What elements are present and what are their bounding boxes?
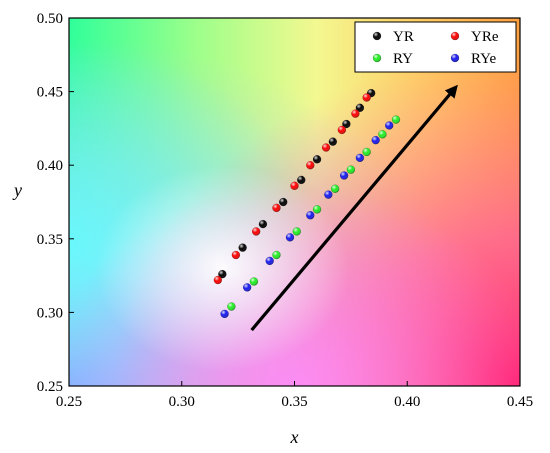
data-point (362, 147, 371, 157)
data-point (242, 283, 252, 292)
data-point (251, 227, 261, 236)
data-point (337, 125, 347, 135)
y-tick-label: 0.45 (37, 85, 63, 101)
data-point (342, 119, 351, 129)
data-point (258, 219, 268, 229)
data-point (290, 181, 299, 191)
data-point (220, 309, 229, 319)
data-point (384, 121, 394, 130)
data-point (355, 103, 365, 113)
data-point (292, 227, 302, 236)
y-tick-label: 0.30 (37, 305, 63, 321)
x-tick-label: 0.45 (507, 394, 533, 410)
data-point (346, 165, 356, 174)
x-tick-label: 0.30 (169, 394, 195, 410)
data-point (218, 269, 227, 279)
data-point (355, 153, 365, 163)
legend-label: YRe (471, 29, 499, 45)
data-point (321, 143, 331, 152)
data-point (213, 275, 223, 285)
data-point (362, 93, 371, 102)
data-point (324, 190, 333, 199)
data-point (306, 160, 315, 170)
data-point (265, 256, 274, 266)
data-point (249, 277, 259, 286)
data-point (312, 155, 322, 164)
legend: YR YRe RY RYe (354, 21, 517, 73)
trend-arrow (250, 84, 458, 332)
data-point (330, 184, 340, 194)
legend-item: RY (372, 51, 413, 67)
legend-item: YRe (450, 29, 499, 45)
legend-label: RYe (471, 51, 497, 67)
data-point (312, 205, 322, 214)
data-point (391, 115, 401, 124)
data-point (272, 203, 281, 213)
data-point (297, 175, 306, 185)
data-point (378, 130, 387, 139)
data-point (238, 243, 247, 252)
data-point (285, 233, 295, 242)
y-tick-label: 0.35 (37, 232, 63, 248)
x-tick-label: 0.40 (394, 394, 420, 410)
legend-item: YR (372, 29, 414, 45)
legend-box (354, 21, 517, 73)
legend-label: YR (393, 29, 414, 45)
y-tick-label: 0.50 (37, 11, 63, 27)
data-point (272, 250, 281, 260)
x-axis-title: x (290, 427, 299, 447)
y-axis-title: y (12, 180, 22, 200)
x-tick-label: 0.25 (56, 394, 82, 410)
data-points (213, 88, 401, 319)
data-point (278, 197, 288, 207)
legend-item: RYe (450, 51, 497, 67)
data-point (306, 210, 315, 220)
data-point (339, 171, 349, 180)
data-point (231, 250, 241, 260)
background-gradient-white (69, 18, 520, 386)
data-point (328, 137, 338, 146)
y-tick-label: 0.40 (37, 158, 63, 174)
data-point (351, 109, 360, 118)
legend-label: RY (393, 51, 413, 67)
axis-ticks: 0.25 0.30 0.35 0.40 0.45 0.25 0.30 0.35 0.40 0.45… (37, 11, 533, 410)
y-tick-label: 0.25 (37, 379, 63, 395)
chromaticity-background (69, 18, 520, 386)
x-tick-label: 0.35 (281, 394, 307, 410)
data-point (227, 302, 236, 311)
data-point (371, 135, 380, 145)
